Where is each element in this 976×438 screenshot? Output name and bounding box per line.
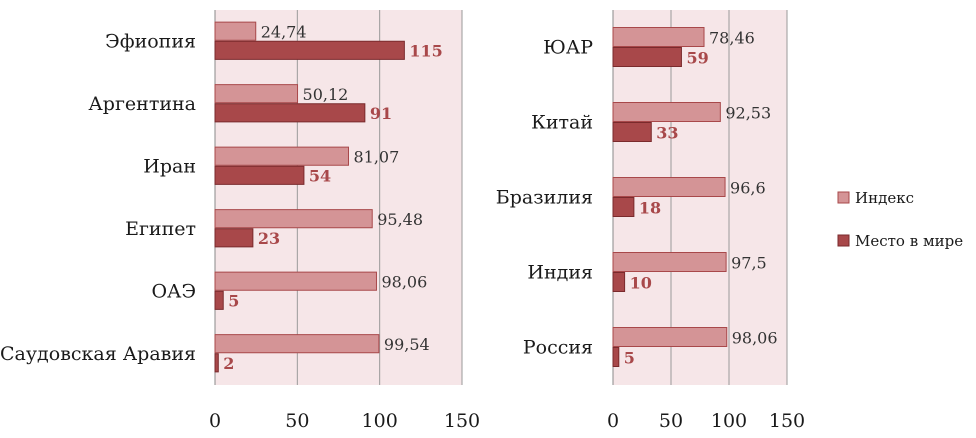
category-label: ЮАР xyxy=(543,37,593,59)
x-tick-label: 0 xyxy=(209,410,221,432)
category-label: Россия xyxy=(523,337,593,359)
bar-index xyxy=(612,102,721,122)
bar-index xyxy=(612,177,726,197)
bar-rank xyxy=(612,197,635,217)
bar-index xyxy=(214,21,257,41)
data-label-rank: 2 xyxy=(223,354,234,373)
bar-rank xyxy=(214,290,224,310)
data-label-rank: 115 xyxy=(409,41,442,60)
bar-index xyxy=(214,271,377,291)
legend-swatch-rank xyxy=(837,234,850,247)
legend-swatch-index xyxy=(837,191,850,204)
bar-index xyxy=(214,209,373,229)
data-label-index: 95,48 xyxy=(377,210,423,229)
category-label: Саудовская Аравия xyxy=(0,343,196,365)
data-label-rank: 5 xyxy=(624,349,635,368)
data-label-index: 81,07 xyxy=(353,147,399,166)
bar-index xyxy=(214,84,299,104)
bar-rank xyxy=(214,353,219,373)
data-label-rank: 23 xyxy=(258,229,280,248)
data-label-rank: 33 xyxy=(656,124,678,143)
category-label: Египет xyxy=(125,218,196,240)
data-label-index: 50,12 xyxy=(303,85,349,104)
bar-rank xyxy=(612,47,682,67)
bar-index xyxy=(612,27,705,47)
category-label: Аргентина xyxy=(88,93,196,115)
bar-rank xyxy=(214,40,405,60)
data-label-rank: 18 xyxy=(639,199,661,218)
data-label-index: 96,6 xyxy=(730,179,766,198)
plot-area-2 xyxy=(613,10,787,385)
category-label: Эфиопия xyxy=(105,30,196,52)
category-label: ОАЭ xyxy=(151,280,196,302)
bar-index xyxy=(612,327,728,347)
bar-rank xyxy=(214,165,305,185)
data-label-rank: 5 xyxy=(228,291,239,310)
category-label: Иран xyxy=(143,155,196,177)
x-tick-label: 50 xyxy=(285,410,309,432)
plot-area-1 xyxy=(215,10,462,385)
data-label-rank: 59 xyxy=(686,49,708,68)
bar-index xyxy=(612,252,727,272)
category-label: Индия xyxy=(527,262,593,284)
category-label: Бразилия xyxy=(496,187,593,209)
category-label: Китай xyxy=(531,112,593,134)
data-label-rank: 10 xyxy=(630,274,652,293)
bar-index xyxy=(214,334,380,354)
bar-rank xyxy=(612,122,652,142)
data-label-index: 97,5 xyxy=(731,254,767,273)
bar-rank xyxy=(214,103,366,123)
x-tick-label: 150 xyxy=(444,410,480,432)
x-tick-label: 100 xyxy=(711,410,747,432)
x-tick-label: 100 xyxy=(362,410,398,432)
x-tick-label: 0 xyxy=(607,410,619,432)
bar-rank xyxy=(612,272,626,292)
data-label-index: 24,74 xyxy=(261,22,307,41)
data-label-index: 98,06 xyxy=(381,272,427,291)
x-tick-label: 50 xyxy=(659,410,683,432)
bar-index xyxy=(214,146,349,166)
bar-rank xyxy=(612,347,620,367)
data-label-index: 99,54 xyxy=(384,335,430,354)
data-label-rank: 91 xyxy=(370,104,392,123)
data-label-index: 98,06 xyxy=(732,329,778,348)
legend-label-rank: Место в мире xyxy=(855,232,963,250)
data-label-rank: 54 xyxy=(309,166,331,185)
legend-label-index: Индекс xyxy=(855,189,914,207)
data-label-index: 92,53 xyxy=(725,104,771,123)
bar-rank xyxy=(214,228,254,248)
x-tick-label: 150 xyxy=(769,410,805,432)
data-label-index: 78,46 xyxy=(709,29,755,48)
